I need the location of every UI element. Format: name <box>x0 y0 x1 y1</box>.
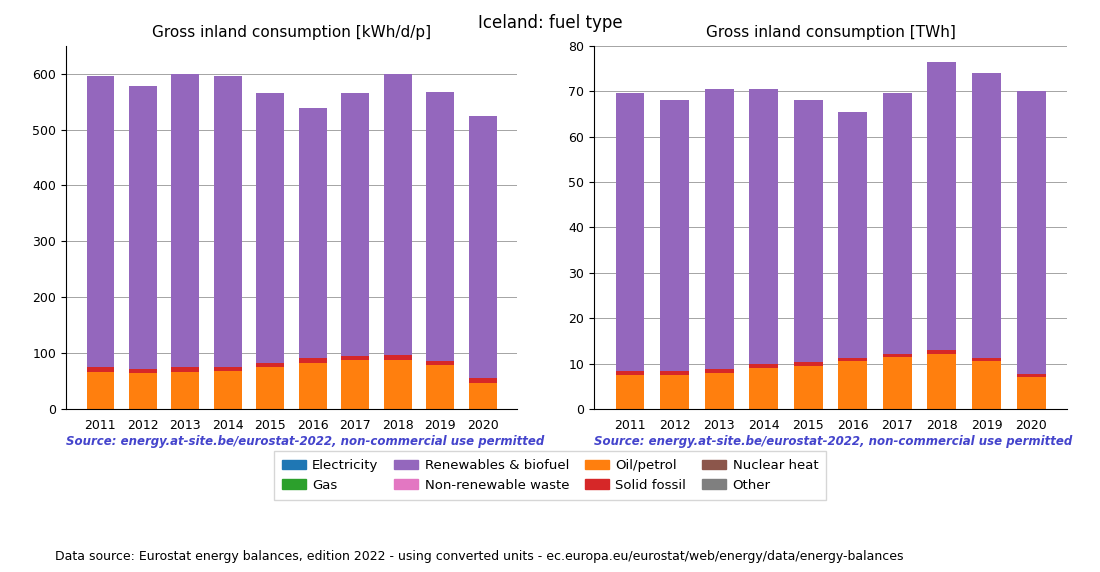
Bar <box>838 358 867 362</box>
Bar <box>927 62 956 350</box>
Bar <box>838 112 867 358</box>
Bar <box>427 366 454 409</box>
Bar <box>129 369 156 373</box>
Text: Data source: Eurostat energy balances, edition 2022 - using converted units - ec: Data source: Eurostat energy balances, e… <box>55 550 903 563</box>
Bar <box>1016 374 1045 377</box>
Bar <box>838 362 867 409</box>
Bar <box>469 116 496 378</box>
Bar <box>927 355 956 409</box>
Bar <box>705 373 734 409</box>
Bar <box>749 89 778 364</box>
Bar <box>256 363 284 367</box>
Bar <box>129 373 156 409</box>
Text: Source: energy.at-site.be/eurostat-2022, non-commercial use permitted: Source: energy.at-site.be/eurostat-2022,… <box>594 435 1072 448</box>
Bar <box>972 358 1001 362</box>
Bar <box>794 366 823 409</box>
Bar <box>1016 91 1045 374</box>
Bar <box>384 355 411 360</box>
Bar <box>427 92 454 361</box>
Bar <box>172 367 199 372</box>
Bar <box>705 89 734 368</box>
Bar <box>256 93 284 363</box>
Bar <box>660 100 689 371</box>
Bar <box>469 378 496 383</box>
Bar <box>87 367 114 372</box>
Title: Gross inland consumption [kWh/d/p]: Gross inland consumption [kWh/d/p] <box>152 25 431 41</box>
Bar <box>341 356 368 360</box>
Bar <box>299 363 327 409</box>
Bar <box>660 375 689 409</box>
Bar <box>749 364 778 368</box>
Bar <box>616 371 645 375</box>
Bar <box>214 76 242 367</box>
Bar <box>256 367 284 409</box>
Bar <box>883 357 912 409</box>
Bar <box>341 360 368 409</box>
Bar <box>927 350 956 355</box>
Bar <box>341 93 368 356</box>
Bar <box>616 375 645 409</box>
Title: Gross inland consumption [TWh]: Gross inland consumption [TWh] <box>705 25 956 41</box>
Bar <box>883 353 912 357</box>
Bar <box>794 362 823 366</box>
Bar <box>427 361 454 366</box>
Bar <box>384 74 411 355</box>
Bar <box>87 372 114 409</box>
Bar <box>214 371 242 409</box>
Bar <box>384 360 411 409</box>
Bar <box>172 372 199 409</box>
Bar <box>749 368 778 409</box>
Bar <box>129 86 156 369</box>
Text: Iceland: fuel type: Iceland: fuel type <box>477 14 623 32</box>
Bar <box>87 77 114 367</box>
Bar <box>972 362 1001 409</box>
Bar <box>469 383 496 409</box>
Bar <box>705 368 734 373</box>
Legend: Electricity, Gas, Renewables & biofuel, Non-renewable waste, Oil/petrol, Solid f: Electricity, Gas, Renewables & biofuel, … <box>274 451 826 499</box>
Bar <box>1016 377 1045 409</box>
Text: Source: energy.at-site.be/eurostat-2022, non-commercial use permitted: Source: energy.at-site.be/eurostat-2022,… <box>66 435 544 448</box>
Bar <box>172 74 199 367</box>
Bar <box>660 371 689 375</box>
Bar <box>616 93 645 371</box>
Bar <box>794 100 823 362</box>
Bar <box>214 367 242 371</box>
Bar <box>972 73 1001 358</box>
Bar <box>299 358 327 363</box>
Bar <box>883 93 912 353</box>
Bar <box>299 108 327 358</box>
